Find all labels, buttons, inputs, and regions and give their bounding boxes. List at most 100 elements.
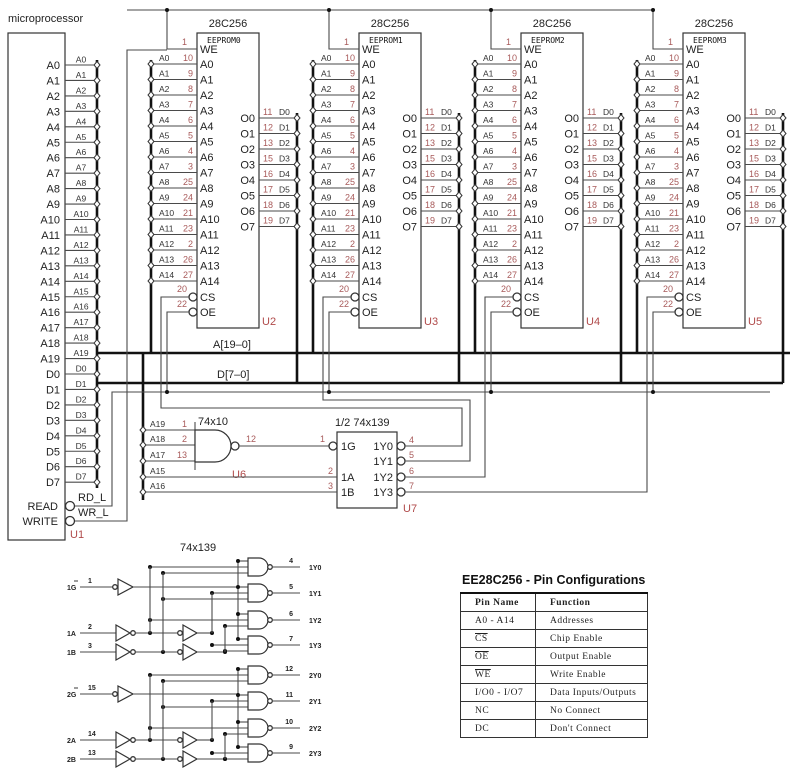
address-pin-number: 26: [669, 255, 679, 265]
microprocessor-pin-label: D5: [46, 446, 60, 458]
bus-tap-connector: [147, 137, 155, 146]
bus-tap-connector: [147, 121, 155, 131]
bus-tap-connector: [309, 121, 317, 131]
bus-tap-connector: [147, 199, 155, 208]
address-net-label: A14: [645, 270, 660, 280]
bus-tap-connector: [293, 129, 301, 138]
address-pin-label: A13: [362, 261, 382, 273]
microprocessor-pin-label: D0: [46, 369, 60, 381]
address-net-label: A13: [483, 255, 498, 265]
bus-tap-connector: [471, 183, 479, 193]
bus-tap-connector: [139, 425, 147, 435]
bus-tap-connector: [93, 462, 101, 471]
address-net-label: A11: [159, 224, 174, 234]
inverter-input-bubble: [177, 756, 183, 762]
pin-table-title: EE28C256 - Pin Configurations: [462, 573, 646, 587]
data-pin-number: 19: [263, 216, 273, 226]
bus-tap-connector: [309, 152, 317, 162]
microprocessor-net-label: A6: [76, 147, 87, 157]
bus-tap-connector: [471, 90, 479, 100]
address-pin-number: 3: [674, 162, 679, 172]
data-pin-label: O3: [726, 160, 741, 172]
decoder-part-label: 1/2 74x139: [335, 417, 389, 429]
eeprom-part-label: 28C256: [533, 18, 572, 30]
data-pin-number: 16: [587, 169, 597, 179]
cs-pin-label: CS: [200, 292, 215, 304]
data-pin-label: O6: [564, 206, 579, 218]
logic-output-pin: 4: [289, 558, 293, 565]
address-bus-label: A[19–0]: [213, 339, 251, 351]
microprocessor-net-label: A14: [73, 271, 88, 281]
eeprom-part-label: 28C256: [695, 18, 734, 30]
eeprom-name: EEPROM1: [369, 36, 403, 45]
function-cell: Write Enable: [535, 665, 648, 684]
address-net-label: A13: [159, 255, 174, 265]
microprocessor-pin-label: A10: [40, 215, 60, 227]
data-pin-label: O4: [726, 175, 741, 187]
junction-dot: [210, 643, 214, 647]
bus-tap-connector: [147, 261, 155, 270]
address-pin-number: 10: [345, 53, 355, 63]
logic-output-label: 1Y1: [309, 591, 322, 598]
data-net-label: D4: [603, 169, 614, 179]
data-net-label: D7: [603, 216, 614, 226]
logic-output-pin: 7: [289, 636, 293, 643]
cs-pin-number: 20: [663, 284, 673, 294]
data-pin-number: 16: [263, 169, 273, 179]
junction-dot: [327, 8, 331, 12]
address-pin-label: A13: [686, 261, 706, 273]
microprocessor-net-label: A12: [73, 240, 88, 250]
address-pin-number: 4: [512, 146, 517, 156]
data-net-label: D4: [765, 169, 776, 179]
address-pin-number: 27: [183, 270, 193, 280]
logic-output-pin: 9: [289, 744, 293, 751]
oe-pin-number: 22: [501, 299, 511, 309]
microprocessor-pin-label: A6: [47, 153, 60, 165]
microprocessor-net-label: A7: [76, 163, 87, 173]
table-header-row: Pin Name Function: [460, 592, 648, 612]
address-pin-number: 23: [669, 224, 679, 234]
write-pin-label: WRITE: [23, 516, 58, 528]
address-net-label: A1: [159, 69, 170, 79]
bus-tap-connector: [139, 440, 147, 450]
gate-output-bubble: [267, 725, 273, 731]
logic-output-label: 1Y0: [309, 565, 322, 572]
data-pin-label: O5: [564, 191, 579, 203]
address-net-label: A0: [645, 53, 656, 63]
pin-name-cell: A0 - A14: [460, 611, 536, 630]
bus-tap-connector: [93, 477, 101, 487]
microprocessor-pin-label: D4: [46, 431, 60, 443]
logic-output-label: 2Y0: [309, 673, 322, 680]
bus-tap-connector: [633, 90, 641, 100]
decoder-output-pin: 6: [409, 466, 414, 476]
decoder-input-net: A15: [150, 466, 165, 476]
address-pin-number: 3: [350, 162, 355, 172]
bus-tap-connector: [633, 183, 641, 193]
data-pin-number: 13: [263, 138, 273, 148]
bus-tap-connector: [309, 230, 317, 239]
bus-tap-connector: [617, 206, 625, 216]
bus-tap-connector: [147, 214, 155, 224]
address-pin-number: 3: [512, 162, 517, 172]
inverter-output-bubble: [130, 737, 136, 743]
nand-input-pin: 2: [182, 434, 187, 444]
data-net-label: D5: [441, 185, 452, 195]
cs-inversion-bubble: [512, 292, 522, 302]
logic-a-pin: 2: [88, 624, 92, 631]
pin-configuration-table: Pin Name Function A0 - A14 Addresses CS Chi…: [460, 592, 648, 738]
bus-tap-connector: [147, 90, 155, 100]
bus-tap-connector: [779, 129, 787, 138]
address-pin-label: A5: [362, 137, 375, 149]
address-pin-number: 4: [674, 146, 679, 156]
address-pin-label: A3: [524, 106, 537, 118]
address-pin-number: 21: [669, 208, 679, 218]
bus-tap-connector: [93, 91, 101, 101]
data-pin-label: O1: [726, 129, 741, 141]
microprocessor-pin-label: A11: [41, 230, 60, 242]
data-pin-label: O3: [564, 160, 579, 172]
address-pin-label: A2: [524, 90, 537, 102]
address-pin-label: A10: [362, 214, 382, 226]
address-pin-number: 21: [345, 208, 355, 218]
junction-dot: [236, 745, 240, 749]
address-net-label: A0: [483, 53, 494, 63]
